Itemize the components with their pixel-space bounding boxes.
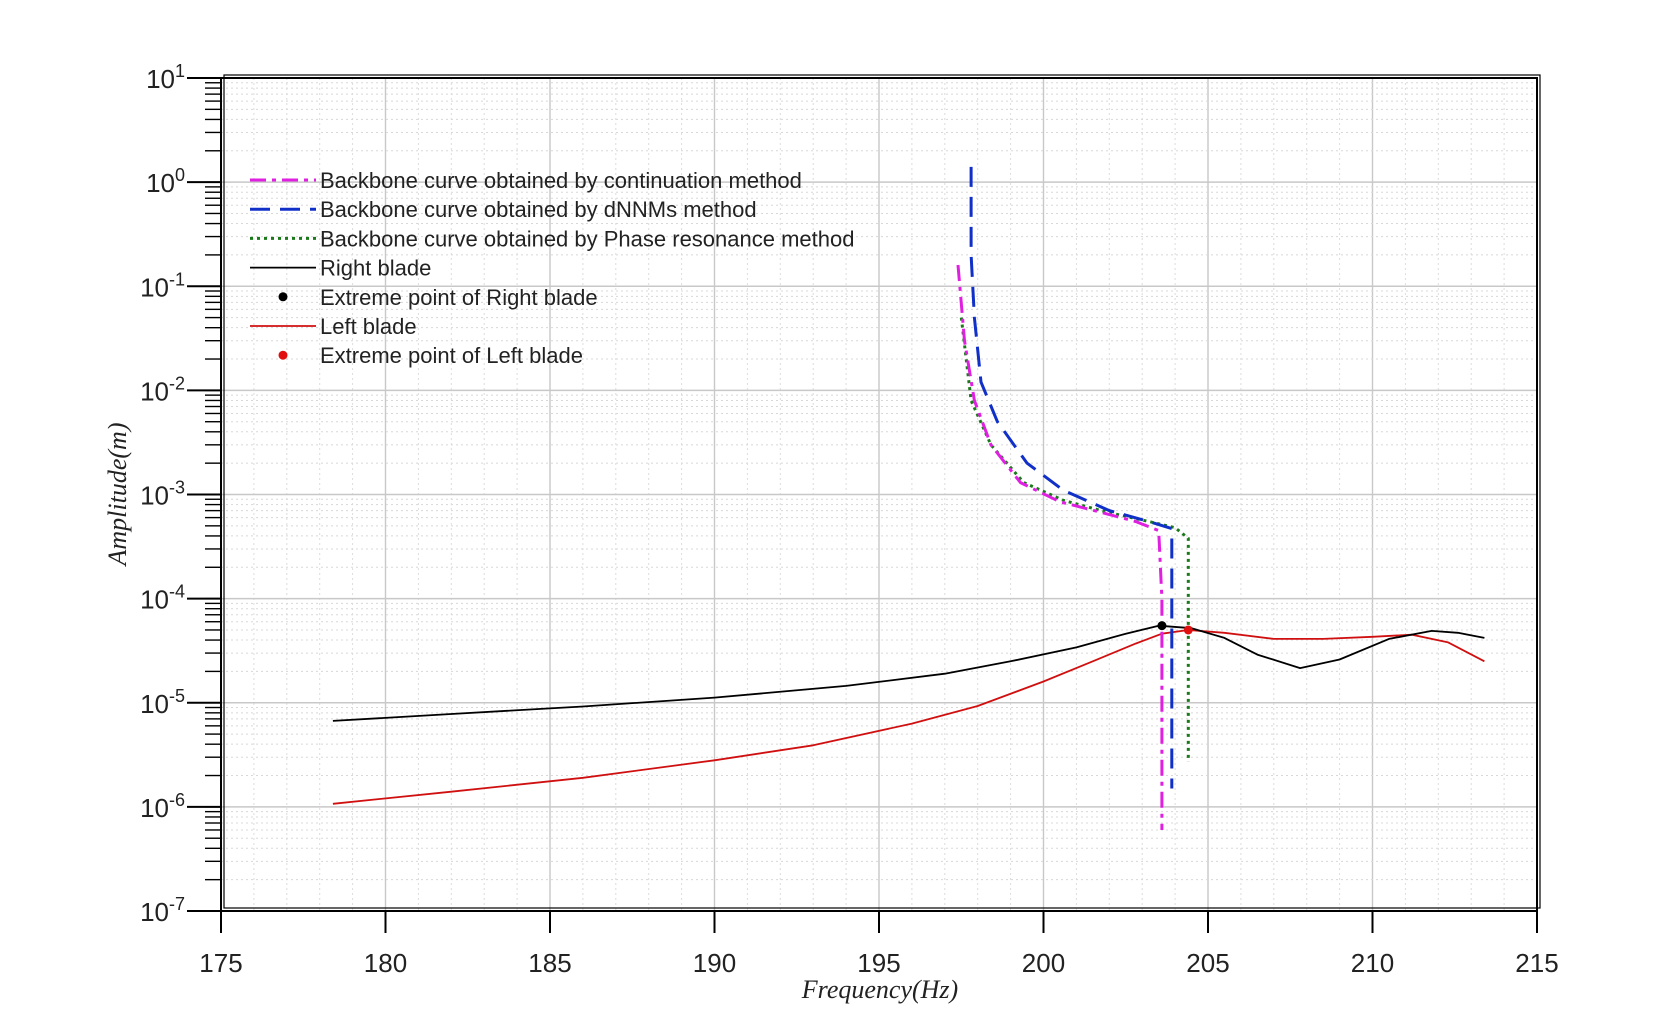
series-point — [1157, 621, 1167, 631]
y-tick-base: 10 — [140, 689, 169, 719]
series-line — [332, 629, 1485, 805]
x-tick-label: 180 — [364, 948, 407, 978]
y-tick-base: 10 — [140, 272, 169, 302]
y-tick-base: 10 — [140, 585, 169, 615]
series-point — [1183, 625, 1193, 635]
y-tick-label: 10-1 — [140, 269, 185, 302]
y-tick-label: 10-5 — [140, 686, 185, 719]
legend: Backbone curve obtained by continuation … — [250, 168, 854, 368]
series-layer — [332, 166, 1485, 830]
y-tick-exponent: 0 — [175, 165, 185, 185]
y-tick-base: 10 — [140, 793, 169, 823]
y-tick-exponent: -4 — [169, 582, 185, 602]
x-tick-label: 185 — [528, 948, 571, 978]
x-tick-label: 200 — [1022, 948, 1065, 978]
series-line — [969, 166, 1174, 789]
y-axis-title: Amplitude(m) — [103, 423, 132, 568]
legend-label: Extreme point of Right blade — [320, 285, 598, 310]
y-tick-label: 10-6 — [140, 790, 185, 823]
plot-frame-shadow — [223, 74, 1541, 909]
grid — [220, 78, 1538, 912]
legend-marker — [278, 292, 288, 302]
y-tick-label: 101 — [146, 61, 185, 94]
y-tick-label: 10-2 — [140, 373, 185, 406]
y-tick-exponent: -2 — [169, 373, 185, 393]
series-line — [956, 264, 1164, 830]
y-tick-exponent: -7 — [169, 894, 185, 914]
y-tick-base: 10 — [146, 168, 175, 198]
y-tick-label: 10-7 — [140, 894, 185, 927]
x-tick-label: 210 — [1351, 948, 1394, 978]
x-tick-label: 175 — [199, 948, 242, 978]
y-tick-exponent: -3 — [169, 478, 185, 498]
x-tick-label: 215 — [1515, 948, 1558, 978]
legend-label: Extreme point of Left blade — [320, 343, 583, 368]
y-tick-exponent: 1 — [175, 61, 185, 81]
x-tick-label: 205 — [1186, 948, 1229, 978]
legend-label: Right blade — [320, 256, 431, 281]
legend-marker — [278, 350, 288, 360]
legend-label: Left blade — [320, 314, 417, 339]
y-tick-exponent: -6 — [169, 790, 185, 810]
y-tick-base: 10 — [146, 64, 175, 94]
y-tick-label: 100 — [146, 165, 185, 198]
y-tick-exponent: -5 — [169, 686, 185, 706]
x-axis: 175 180 185 190 195 200 205 210 215 — [199, 911, 1559, 978]
legend-label: Backbone curve obtained by Phase resonan… — [320, 226, 854, 251]
y-tick-base: 10 — [140, 376, 169, 406]
x-tick-label: 195 — [857, 948, 900, 978]
y-tick-base: 10 — [140, 897, 169, 927]
y-tick-exponent: -1 — [169, 269, 185, 289]
y-tick-label: 10-4 — [140, 582, 185, 615]
x-tick-label: 190 — [693, 948, 736, 978]
legend-label: Backbone curve obtained by dNNMs method — [320, 197, 757, 222]
y-tick-base: 10 — [140, 481, 169, 511]
x-axis-title: Frequency(Hz) — [801, 975, 958, 1004]
y-tick-label: 10-3 — [140, 478, 185, 511]
legend-label: Backbone curve obtained by continuation … — [320, 168, 802, 193]
